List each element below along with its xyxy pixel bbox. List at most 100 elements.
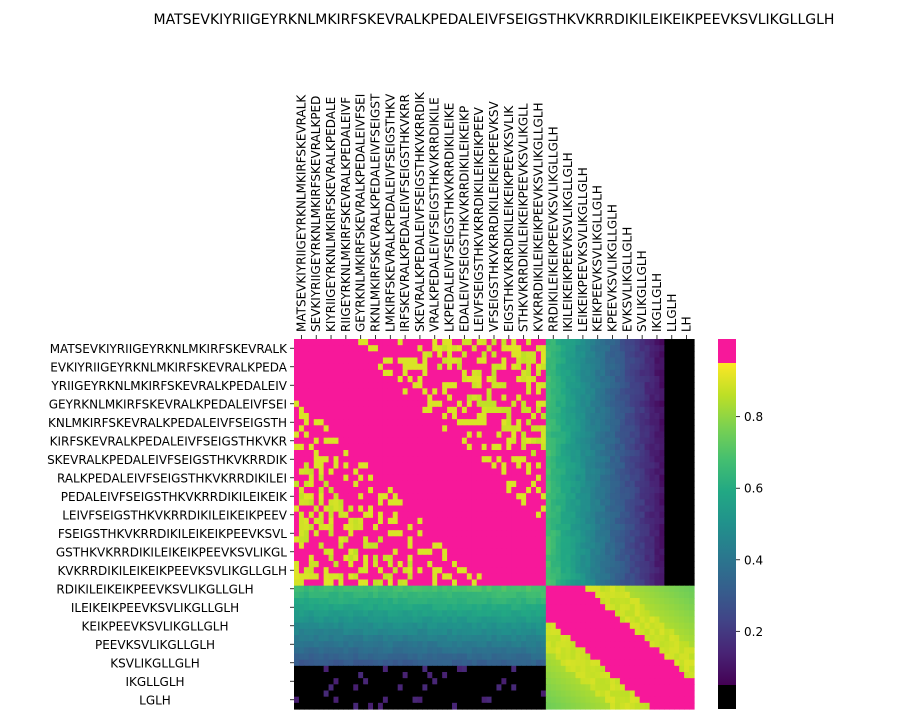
heatmap-cell bbox=[644, 554, 651, 562]
heatmap-cell bbox=[387, 567, 394, 574]
heatmap-cell bbox=[506, 456, 512, 463]
heatmap-cell bbox=[619, 443, 626, 451]
heatmap-cell bbox=[466, 505, 473, 513]
heatmap-cell bbox=[540, 554, 547, 562]
heatmap-cell bbox=[639, 406, 646, 414]
heatmap-cell bbox=[570, 690, 577, 698]
heatmap-cell bbox=[437, 665, 443, 673]
heatmap-cell bbox=[348, 554, 354, 562]
heatmap-cell bbox=[605, 443, 611, 451]
heatmap-cell bbox=[595, 517, 601, 525]
heatmap-cell bbox=[303, 351, 310, 359]
heatmap-cell bbox=[674, 456, 680, 463]
heatmap-cell bbox=[560, 505, 567, 513]
heatmap-cell bbox=[585, 474, 591, 482]
heatmap-cell bbox=[358, 382, 364, 389]
heatmap-cell bbox=[392, 339, 399, 346]
heatmap-cell bbox=[313, 530, 320, 537]
heatmap-cell bbox=[318, 369, 325, 377]
heatmap-cell bbox=[619, 499, 626, 507]
heatmap-cell bbox=[491, 567, 498, 574]
heatmap-cell bbox=[308, 357, 315, 365]
heatmap-cell bbox=[318, 579, 325, 587]
heatmap-cell bbox=[511, 468, 517, 476]
heatmap-cell bbox=[303, 357, 310, 365]
heatmap-cell bbox=[476, 647, 483, 655]
heatmap-cell bbox=[674, 505, 680, 513]
heatmap-cell bbox=[407, 604, 414, 611]
heatmap-cell bbox=[664, 573, 670, 581]
heatmap-cell bbox=[585, 628, 591, 636]
heatmap-cell bbox=[496, 647, 503, 655]
heatmap-cell bbox=[605, 382, 611, 389]
heatmap-cell bbox=[373, 530, 379, 537]
heatmap-cell bbox=[531, 505, 537, 513]
heatmap-cell bbox=[570, 598, 577, 605]
heatmap-cell bbox=[585, 406, 591, 414]
heatmap-cell bbox=[382, 579, 389, 587]
heatmap-cell bbox=[373, 696, 379, 704]
heatmap-cell bbox=[353, 388, 359, 396]
heatmap-cell bbox=[624, 400, 631, 408]
heatmap-cell bbox=[580, 598, 586, 605]
heatmap-cell bbox=[600, 376, 606, 383]
heatmap-cell bbox=[437, 351, 443, 359]
heatmap-cell bbox=[669, 573, 675, 581]
heatmap-cell bbox=[432, 573, 438, 581]
colorbar-under-extension bbox=[718, 685, 736, 709]
heatmap-cell bbox=[437, 690, 443, 698]
heatmap-cell bbox=[614, 696, 621, 704]
heatmap-cell bbox=[476, 635, 483, 642]
heatmap-cell bbox=[461, 339, 468, 346]
heatmap-cell bbox=[619, 413, 626, 420]
heatmap-cell bbox=[466, 388, 473, 396]
heatmap-cell bbox=[674, 665, 680, 673]
heatmap-cell bbox=[397, 456, 404, 463]
heatmap-cell bbox=[417, 487, 423, 494]
heatmap-cell bbox=[605, 505, 611, 513]
heatmap-cell bbox=[422, 561, 428, 568]
heatmap-cell bbox=[560, 462, 567, 470]
heatmap-cell bbox=[654, 536, 661, 544]
heatmap-cell bbox=[610, 573, 616, 581]
heatmap-cell bbox=[521, 425, 527, 433]
heatmap-cell bbox=[402, 672, 409, 679]
heatmap-cell bbox=[437, 456, 443, 463]
heatmap-cell bbox=[442, 530, 448, 537]
heatmap-cell bbox=[476, 431, 483, 439]
heatmap-cell bbox=[452, 493, 458, 500]
heatmap-cell bbox=[486, 678, 493, 685]
heatmap-cell bbox=[545, 487, 552, 494]
heatmap-cell bbox=[471, 641, 478, 648]
heatmap-cell bbox=[526, 388, 532, 396]
heatmap-cell bbox=[600, 696, 606, 704]
heatmap-cell bbox=[689, 480, 695, 488]
heatmap-cell bbox=[486, 635, 493, 642]
heatmap-cell bbox=[540, 400, 547, 408]
heatmap-cell bbox=[516, 468, 522, 476]
heatmap-cell bbox=[491, 480, 498, 488]
heatmap-cell bbox=[684, 369, 690, 377]
heatmap-cell bbox=[412, 394, 419, 402]
heatmap-cell bbox=[629, 511, 636, 519]
heatmap-cell bbox=[323, 339, 330, 346]
heatmap-cell bbox=[363, 363, 369, 371]
heatmap-cell bbox=[442, 678, 448, 685]
heatmap-cell bbox=[471, 635, 478, 642]
heatmap-cell bbox=[338, 647, 344, 655]
heatmap-cell bbox=[575, 696, 582, 704]
heatmap-cell bbox=[496, 450, 503, 457]
heatmap-cell bbox=[659, 425, 665, 433]
heatmap-cell bbox=[348, 388, 354, 396]
heatmap-cell bbox=[496, 394, 503, 402]
heatmap-cell bbox=[308, 468, 315, 476]
heatmap-cell bbox=[664, 610, 670, 618]
heatmap-cell bbox=[540, 573, 547, 581]
heatmap-cell bbox=[545, 493, 552, 500]
heatmap-cell bbox=[402, 493, 409, 500]
heatmap-cell bbox=[402, 702, 409, 710]
heatmap-cell bbox=[437, 450, 443, 457]
heatmap-cell bbox=[427, 653, 433, 661]
heatmap-cell bbox=[595, 653, 601, 661]
heatmap-cell bbox=[684, 511, 690, 519]
